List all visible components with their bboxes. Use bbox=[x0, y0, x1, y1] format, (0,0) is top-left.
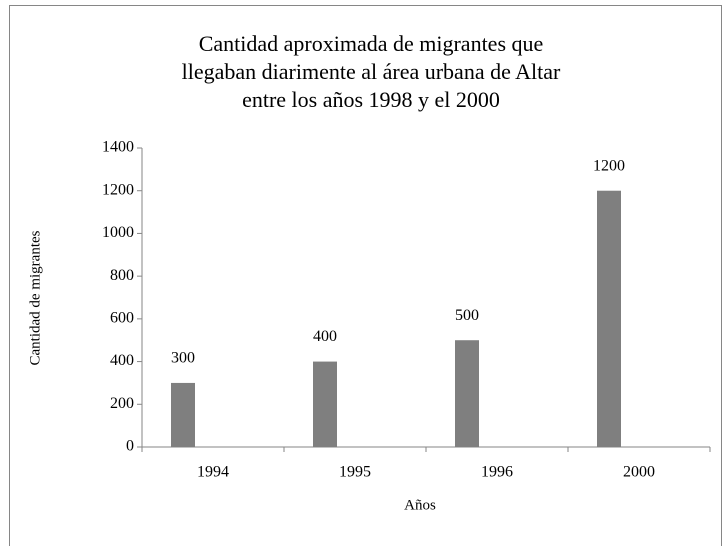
y-tick-label: 200 bbox=[110, 395, 134, 412]
bar bbox=[597, 190, 621, 447]
x-tick-label: 1996 bbox=[481, 464, 513, 481]
chart-title: entre los años 1998 y el 2000 bbox=[242, 87, 500, 112]
chart-title: llegaban diarimente al área urbana de Al… bbox=[182, 59, 561, 84]
y-tick-label: 0 bbox=[126, 438, 134, 455]
x-tick-label: 2000 bbox=[623, 464, 655, 481]
bar bbox=[455, 340, 479, 447]
x-axis-label: Años bbox=[404, 497, 436, 513]
y-tick-label: 400 bbox=[110, 352, 134, 369]
bar bbox=[171, 382, 195, 447]
chart-title: Cantidad aproximada de migrantes que bbox=[199, 31, 544, 56]
y-axis-label: Cantidad de migrantes bbox=[27, 230, 43, 365]
data-label: 1200 bbox=[593, 157, 625, 174]
y-tick-label: 800 bbox=[110, 267, 134, 284]
data-label: 300 bbox=[171, 350, 195, 367]
bar bbox=[313, 361, 337, 447]
data-label: 400 bbox=[313, 328, 337, 345]
x-tick-label: 1994 bbox=[197, 464, 229, 481]
y-tick-label: 1200 bbox=[102, 181, 134, 198]
y-tick-label: 1000 bbox=[102, 224, 134, 241]
y-tick-label: 1400 bbox=[102, 139, 134, 156]
x-tick-label: 1995 bbox=[339, 464, 371, 481]
y-tick-label: 600 bbox=[110, 310, 134, 327]
data-label: 500 bbox=[455, 307, 479, 324]
